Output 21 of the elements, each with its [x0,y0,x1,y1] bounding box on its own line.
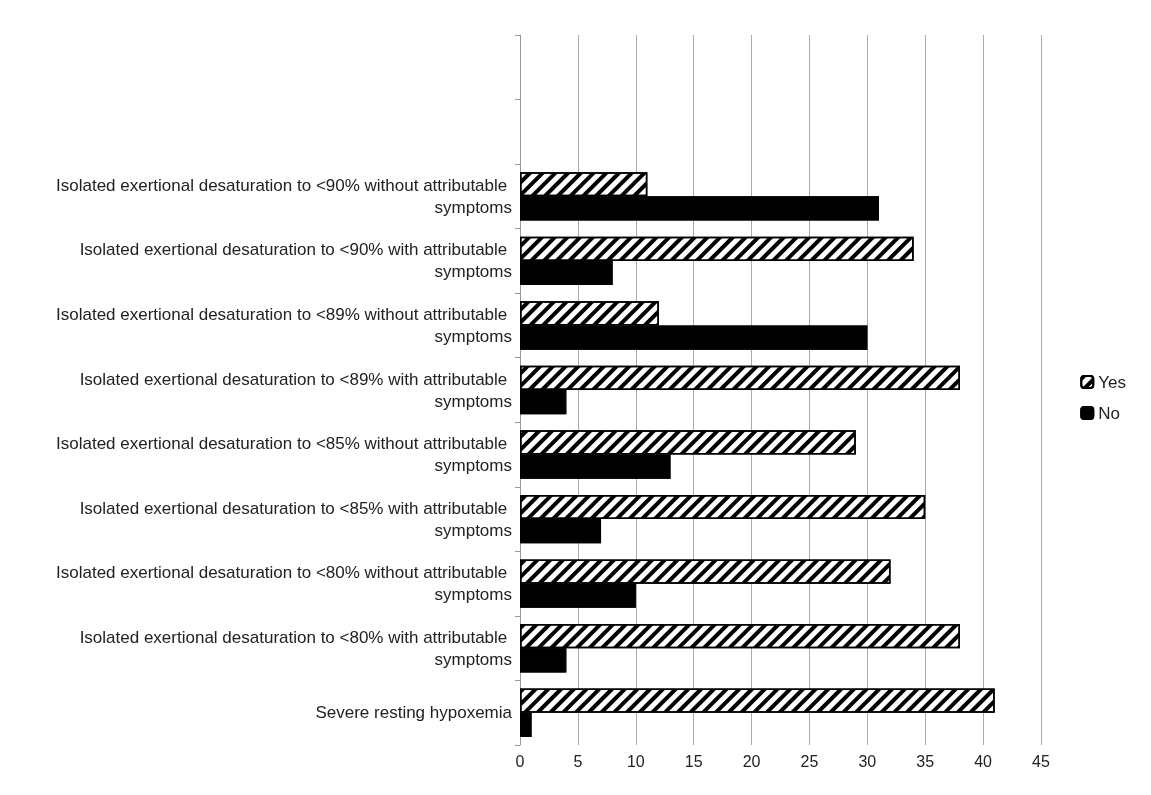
y-tick-label: Isolated exertional desaturation to <89% with attributable symptoms [79,369,512,411]
y-tick-label: Isolated exertional desaturation to <90% with attributable symptoms [79,240,512,282]
x-tick-label: 30 [858,752,877,770]
legend-label: Yes [1098,372,1126,392]
y-tick-label: Isolated exertional desaturation to <80% with attributable symptoms [79,627,512,669]
y-tick-label: Isolated exertional desaturation to <80% without attributable symptoms [56,563,512,605]
y-tick-label: Isolated exertional desaturation to <90% without attributable symptoms [56,175,512,217]
x-tick-label: 45 [1032,752,1050,770]
x-tick-label: 20 [742,752,761,770]
y-tick-label: Isolated exertional desaturation to <85% with attributable symptoms [79,498,512,540]
x-tick-label: 0 [515,752,525,770]
x-tick-label: 35 [916,752,935,770]
x-tick-label: 40 [974,752,993,770]
x-tick-label: 10 [626,752,645,770]
x-tick-label: 25 [800,752,819,770]
x-tick-label: 15 [684,752,703,770]
y-tick-label: Severe resting hypoxemia [315,703,513,723]
y-tick-label: Isolated exertional desaturation to <85% without attributable symptoms [56,434,512,476]
legend-label: No [1098,403,1120,423]
y-tick-label: Isolated exertional desaturation to <89% without attributable symptoms [56,304,512,346]
x-tick-label: 5 [573,752,583,770]
